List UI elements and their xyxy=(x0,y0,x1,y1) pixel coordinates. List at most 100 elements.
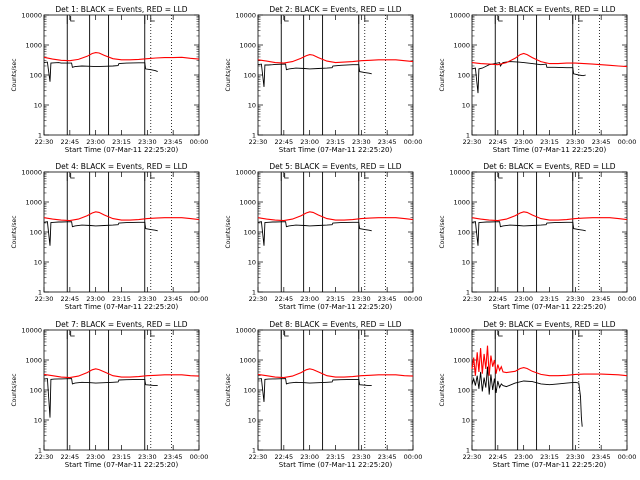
x-tick-label: 22:30 xyxy=(35,453,54,461)
y-tick-label: 100 xyxy=(458,229,470,237)
x-tick-label: 23:15 xyxy=(540,138,559,146)
x-axis-label: Start Time (07-Mar-11 22:25:20) xyxy=(65,461,179,469)
x-tick-label: 23:15 xyxy=(326,138,345,146)
x-tick-label: 00:00 xyxy=(190,295,209,303)
x-tick-label: 23:30 xyxy=(566,453,585,461)
y-tick-label: 10 xyxy=(34,259,42,267)
y-tick-label: 10000 xyxy=(21,12,42,20)
x-tick-label: 23:30 xyxy=(352,453,371,461)
x-axis-label: Start Time (07-Mar-11 22:25:20) xyxy=(493,461,607,469)
x-tick-label: 23:00 xyxy=(86,295,105,303)
x-tick-label: 23:30 xyxy=(352,138,371,146)
series-line-events xyxy=(43,221,158,246)
x-tick-label: 23:00 xyxy=(300,453,319,461)
x-tick-label: 23:45 xyxy=(378,138,397,146)
y-tick-label: 1000 xyxy=(25,42,42,50)
x-tick-label: 23:15 xyxy=(326,453,345,461)
chart-title: Det 4: BLACK = Events, RED = LLD xyxy=(55,162,187,171)
x-tick-label: 00:00 xyxy=(404,453,423,461)
y-axis-label: Counts/sec xyxy=(439,373,446,406)
x-tick-label: 00:00 xyxy=(618,453,637,461)
chart-title: Det 2: BLACK = Events, RED = LLD xyxy=(269,5,401,14)
y-tick-label: 10000 xyxy=(235,12,256,20)
series-line-lld xyxy=(257,54,414,64)
series-line-lld xyxy=(471,52,628,68)
y-axis-label: Counts/sec xyxy=(439,215,446,248)
x-tick-label: 23:45 xyxy=(378,295,397,303)
y-tick-label: 10000 xyxy=(235,327,256,335)
x-tick-label: 22:45 xyxy=(488,295,507,303)
series-line-events xyxy=(43,378,158,418)
y-tick-label: 10 xyxy=(462,417,470,425)
x-tick-label: 22:30 xyxy=(35,138,54,146)
x-tick-label: 23:00 xyxy=(86,453,105,461)
y-tick-label: 100 xyxy=(244,72,256,80)
y-tick-label: 1 xyxy=(252,447,256,455)
x-tick-label: 00:00 xyxy=(190,138,209,146)
y-tick-label: 10000 xyxy=(21,169,42,177)
y-tick-label: 1 xyxy=(252,132,256,140)
x-tick-label: 22:45 xyxy=(488,138,507,146)
x-axis-label: Start Time (07-Mar-11 22:25:20) xyxy=(493,303,607,311)
x-tick-label: 23:15 xyxy=(112,295,131,303)
x-tick-label: 22:30 xyxy=(463,453,482,461)
y-tick-label: 10000 xyxy=(21,327,42,335)
x-tick-label: 23:00 xyxy=(86,138,105,146)
x-tick-label: 00:00 xyxy=(618,138,637,146)
chart-panel-6: Det 6: BLACK = Events, RED = LLD 1 10 100 10… xyxy=(439,162,636,311)
chart-title: Det 6: BLACK = Events, RED = LLD xyxy=(483,162,615,171)
x-tick-label: 23:15 xyxy=(540,453,559,461)
marker-bracket xyxy=(572,173,583,181)
y-axis-label: Counts/sec xyxy=(11,58,18,91)
chart-panel-4: Det 4: BLACK = Events, RED = LLD 1 10 100 10… xyxy=(11,162,208,311)
y-tick-label: 100 xyxy=(458,387,470,395)
chart-panel-1: Det 1: BLACK = Events, RED = LLD 1 10 100 10… xyxy=(11,5,208,154)
marker-bracket xyxy=(280,173,289,181)
y-tick-label: 10 xyxy=(34,417,42,425)
x-tick-label: 23:00 xyxy=(514,453,533,461)
chart-panel-5: Det 5: BLACK = Events, RED = LLD 1 10 100 10… xyxy=(225,162,422,311)
series-line-lld xyxy=(43,52,200,62)
series-line-events xyxy=(43,61,158,82)
y-tick-label: 1000 xyxy=(453,357,470,365)
y-tick-label: 1000 xyxy=(453,199,470,207)
series-line-events xyxy=(471,366,583,427)
x-tick-label: 00:00 xyxy=(404,138,423,146)
marker-bracket xyxy=(358,16,369,24)
y-tick-label: 1 xyxy=(38,447,42,455)
x-tick-label: 23:45 xyxy=(164,138,183,146)
y-tick-label: 10 xyxy=(248,417,256,425)
y-axis-label: Counts/sec xyxy=(225,58,232,91)
chart-title: Det 8: BLACK = Events, RED = LLD xyxy=(269,320,401,329)
x-tick-label: 22:30 xyxy=(463,295,482,303)
x-tick-label: 23:00 xyxy=(300,138,319,146)
marker-bracket xyxy=(144,331,155,339)
marker-bracket xyxy=(66,331,75,339)
marker-bracket xyxy=(66,173,75,181)
y-tick-label: 100 xyxy=(244,387,256,395)
y-tick-label: 10 xyxy=(462,102,470,110)
chart-panel-7: Det 7: BLACK = Events, RED = LLD 1 10 100 10… xyxy=(11,320,208,469)
y-tick-label: 10 xyxy=(248,259,256,267)
series-line-lld xyxy=(257,211,414,222)
marker-bracket xyxy=(358,331,369,339)
y-tick-label: 1000 xyxy=(239,42,256,50)
chart-panel-9: Det 9: BLACK = Events, RED = LLD 1 10 100 10… xyxy=(439,320,636,469)
x-tick-label: 23:30 xyxy=(352,295,371,303)
x-tick-label: 23:15 xyxy=(112,138,131,146)
series-line-events xyxy=(257,221,372,246)
marker-bracket xyxy=(144,173,155,181)
y-tick-label: 10000 xyxy=(235,169,256,177)
y-tick-label: 1000 xyxy=(25,199,42,207)
y-axis-label: Counts/sec xyxy=(439,58,446,91)
x-tick-label: 23:00 xyxy=(514,295,533,303)
y-tick-label: 10 xyxy=(248,102,256,110)
marker-bracket xyxy=(280,331,289,339)
chart-title: Det 7: BLACK = Events, RED = LLD xyxy=(55,320,187,329)
y-tick-label: 1 xyxy=(466,289,470,297)
x-axis-label: Start Time (07-Mar-11 22:25:20) xyxy=(279,303,393,311)
series-line-events xyxy=(471,61,586,94)
chart-title: Det 3: BLACK = Events, RED = LLD xyxy=(483,5,615,14)
y-axis-label: Counts/sec xyxy=(225,215,232,248)
